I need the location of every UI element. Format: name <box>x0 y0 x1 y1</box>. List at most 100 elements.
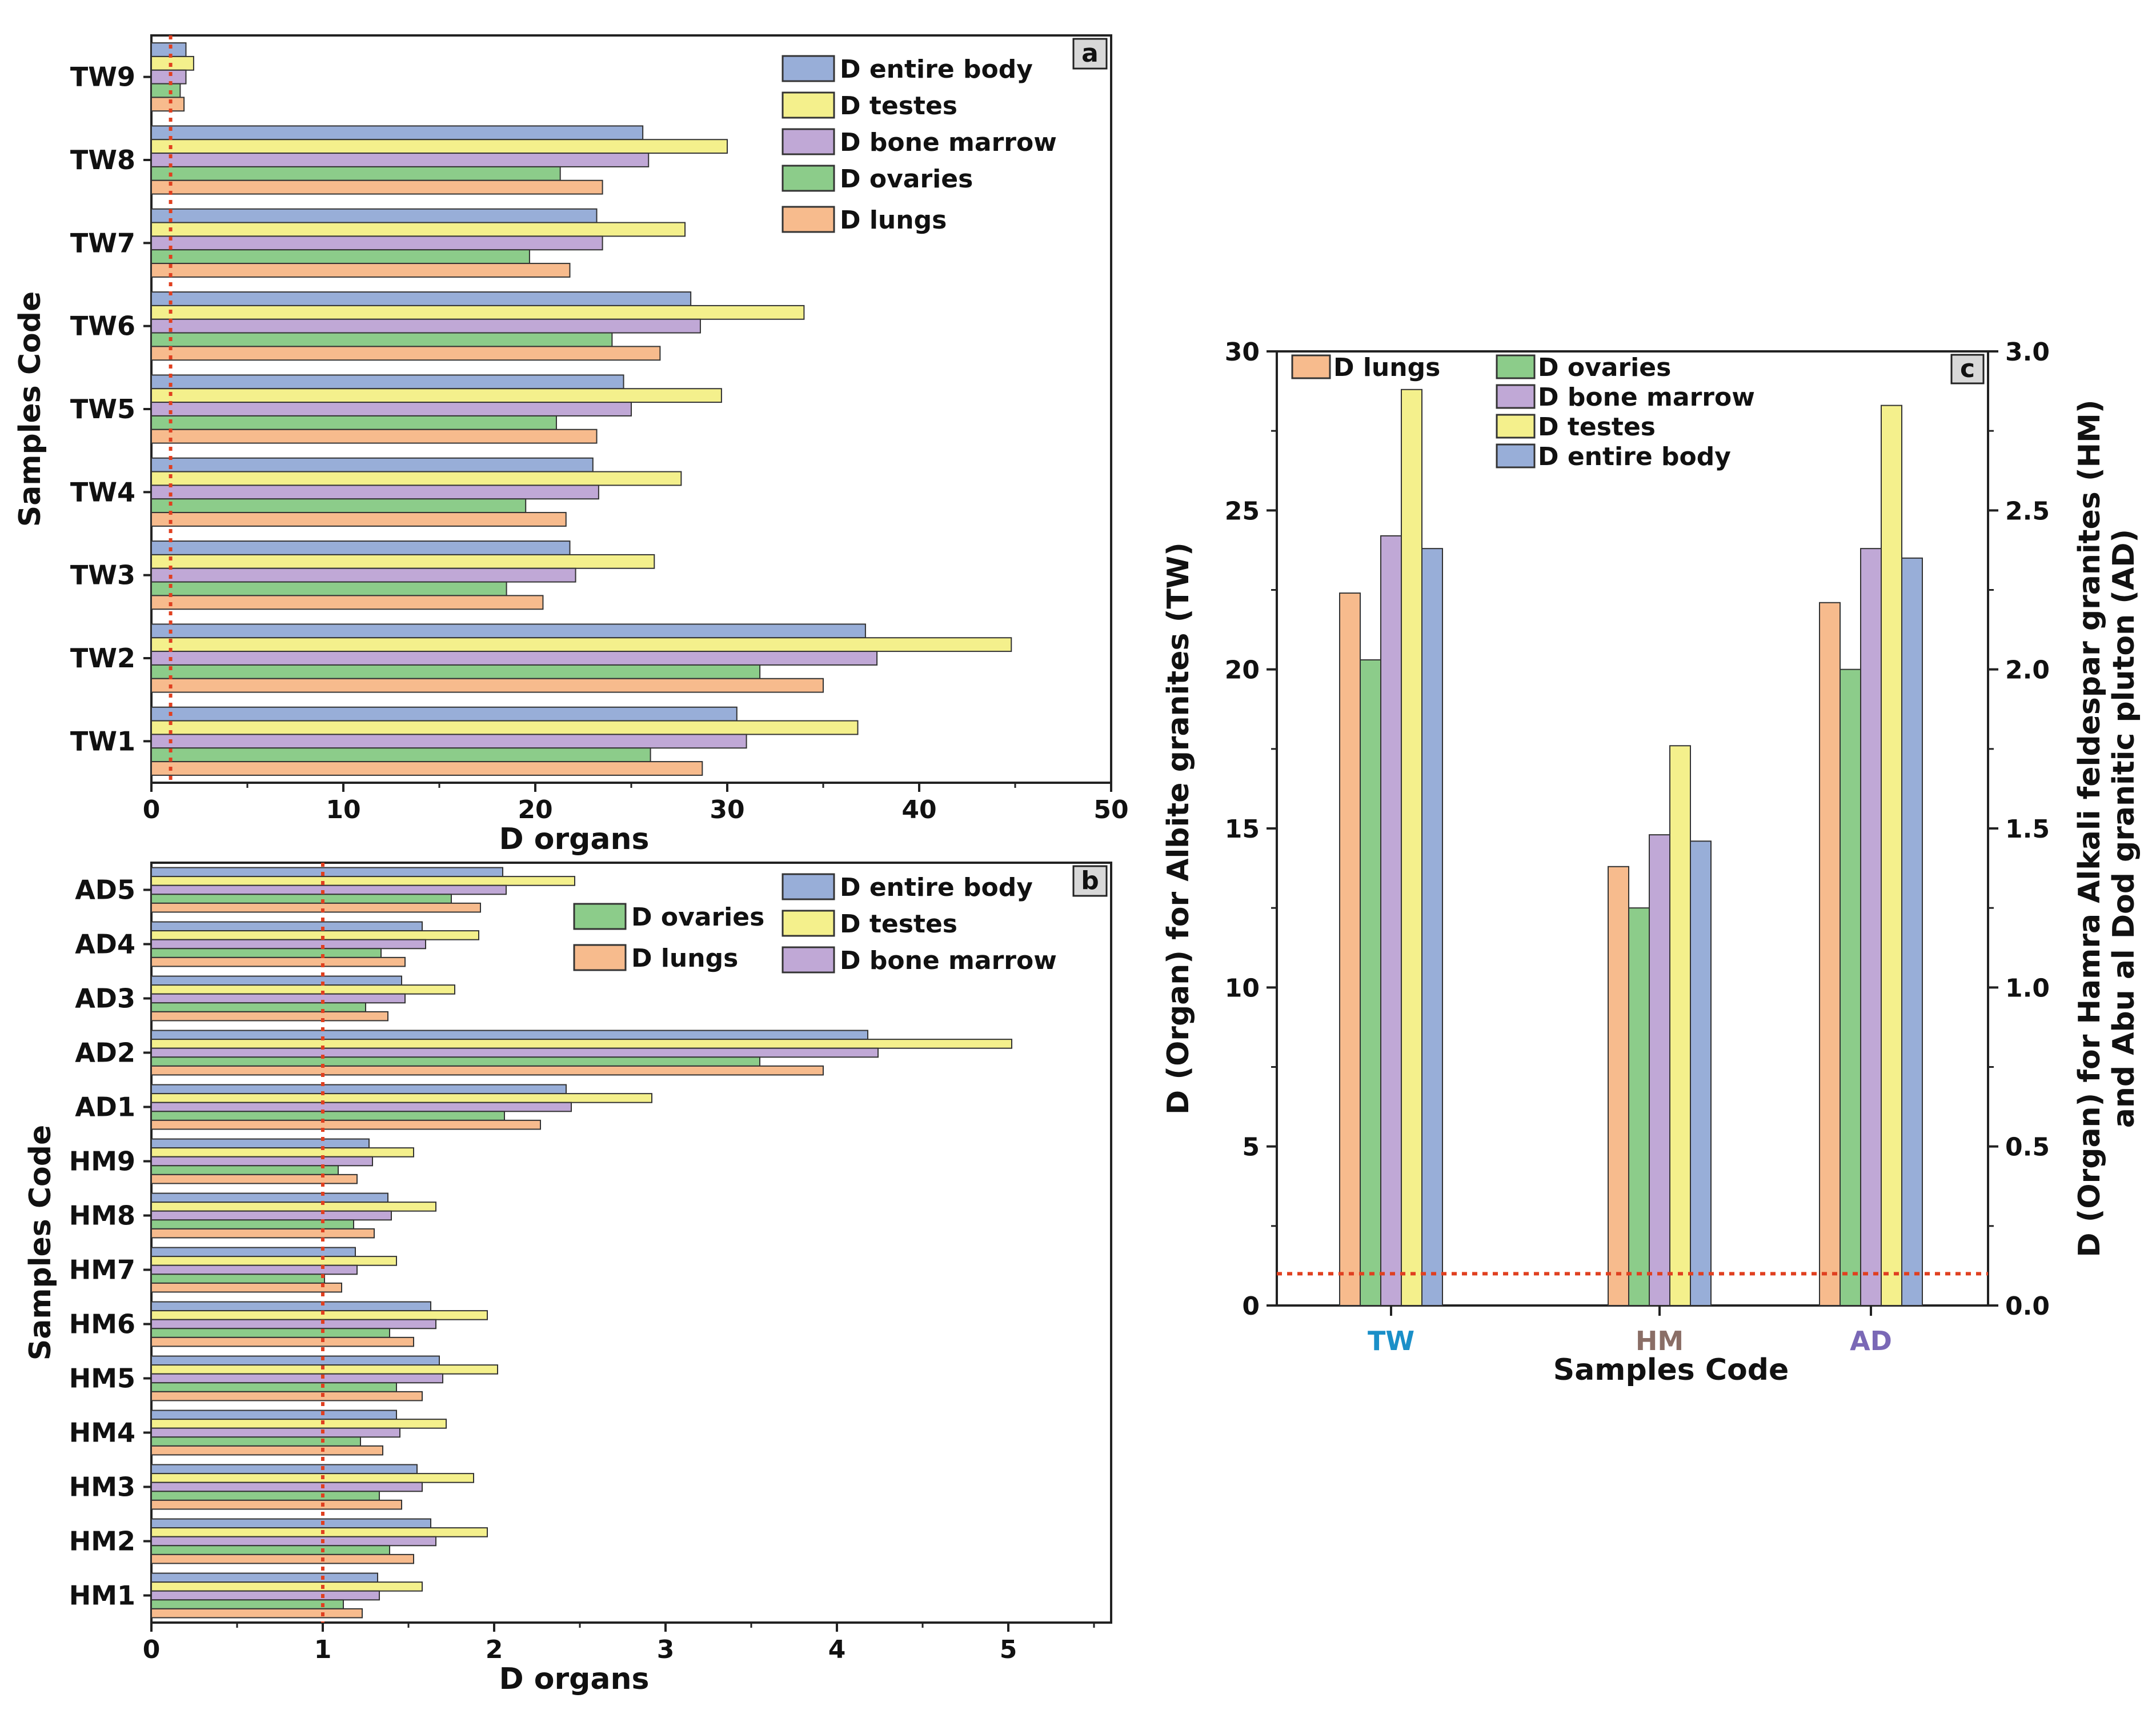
legend-swatch-a-d-ovaries <box>782 165 835 192</box>
bar-b-hm6-d-entire-body <box>151 1301 431 1312</box>
y-right-tick-label-2-5: 2.5 <box>2005 496 2050 526</box>
category-label-tw3: TW3 <box>70 560 135 591</box>
legend-label-a-d-entire-body: D entire body <box>840 55 1033 84</box>
bar-a-tw9-d-lungs <box>151 97 185 112</box>
y-left-tick-label-0: 0 <box>1242 1292 1260 1321</box>
y-right-axis-title-line1-c: D (Organ) for Hamra Alkali feldespar gra… <box>2073 399 2107 1257</box>
bar-b-ad5-d-entire-body <box>151 867 503 878</box>
bar-b-hm5-d-bone-marrow <box>151 1373 443 1384</box>
bar-a-tw9-d-bone-marrow <box>151 69 187 85</box>
bar-b-hm5-d-lungs <box>151 1391 423 1401</box>
x-tick-label-b-5: 5 <box>1000 1635 1017 1664</box>
bar-a-tw7-d-ovaries <box>151 249 530 265</box>
bar-a-tw5-d-testes <box>151 388 722 403</box>
legend-swatch-b-d-entire-body <box>782 873 835 900</box>
bar-b-hm1-d-testes <box>151 1581 423 1592</box>
bar-b-ad1-d-testes <box>151 1093 652 1103</box>
bar-a-tw8-d-entire-body <box>151 125 644 141</box>
category-label-ad2: AD2 <box>75 1038 135 1068</box>
category-label-tw1: TW1 <box>70 726 135 756</box>
bar-b-ad1-d-bone-marrow <box>151 1102 572 1112</box>
bar-b-ad3-d-lungs <box>151 1011 388 1022</box>
bar-b-ad3-d-entire-body <box>151 975 402 986</box>
category-label-ad5: AD5 <box>75 875 135 906</box>
category-label-hm4: HM4 <box>69 1417 135 1448</box>
bar-a-tw2-d-ovaries <box>151 664 761 679</box>
legend-label-a-d-ovaries: D ovaries <box>840 165 973 194</box>
panel-a-chart: TW1 TW2 TW3 TW4 TW5 TW6 TW7 TW8 TW9 0 10 20 30 40 50 D … <box>13 34 1129 856</box>
bar-c-hm-d-ovaries <box>1628 907 1650 1306</box>
panel-letter-box-b <box>1072 865 1108 897</box>
bar-c-hm-d-testes <box>1669 745 1691 1307</box>
panel-letter-c: c <box>1960 354 1975 383</box>
bar-a-tw3-d-testes <box>151 554 655 569</box>
x-tick-label-b-4: 4 <box>828 1635 846 1664</box>
bar-a-tw3-d-entire-body <box>151 540 571 555</box>
bar-b-hm6-d-testes <box>151 1310 488 1320</box>
bar-b-ad2-d-entire-body <box>151 1030 868 1040</box>
bar-b-hm2-d-entire-body <box>151 1518 431 1529</box>
legend-swatch-c-d-ovaries <box>1496 354 1536 379</box>
x-tick-label-a-40: 40 <box>901 795 936 824</box>
bar-b-ad4-d-lungs <box>151 956 406 967</box>
legend-label-a-d-testes: D testes <box>840 91 957 121</box>
category-label-ad4: AD4 <box>75 929 135 960</box>
bar-b-ad3-d-testes <box>151 984 455 995</box>
bar-b-hm8-d-testes <box>151 1202 436 1212</box>
bar-b-ad2-d-ovaries <box>151 1056 760 1067</box>
bar-c-tw-d-bone-marrow <box>1380 535 1402 1306</box>
bar-b-hm8-d-entire-body <box>151 1192 388 1203</box>
bar-b-hm9-d-testes <box>151 1147 414 1158</box>
x-tick-label-a-0: 0 <box>143 795 161 824</box>
bar-b-hm8-d-lungs <box>151 1228 375 1239</box>
bar-b-hm3-d-lungs <box>151 1499 402 1510</box>
x-axis-title-c: Samples Code <box>1553 1353 1789 1387</box>
legend-label-c-d-bone-marrow: D bone marrow <box>1538 383 1755 412</box>
bar-a-tw2-d-bone-marrow <box>151 651 878 666</box>
legend-swatch-c-d-testes <box>1496 414 1536 439</box>
bar-b-hm4-d-lungs <box>151 1445 383 1456</box>
bar-b-hm7-d-testes <box>151 1256 397 1266</box>
bar-c-ad-d-lungs <box>1819 602 1841 1306</box>
bar-c-tw-d-ovaries <box>1360 659 1381 1306</box>
bar-c-tw-d-testes <box>1401 389 1422 1306</box>
bar-a-tw7-d-bone-marrow <box>151 235 603 251</box>
x-tick-label-a-50: 50 <box>1093 795 1128 824</box>
legend-label-c-d-lungs: D lungs <box>1333 353 1440 382</box>
legend-swatch-c-d-lungs <box>1291 354 1331 379</box>
bar-b-hm7-d-lungs <box>151 1282 342 1293</box>
y-left-tick-label-5: 5 <box>1242 1133 1260 1162</box>
bar-b-hm2-d-bone-marrow <box>151 1536 436 1547</box>
legend-label-b-d-bone-marrow: D bone marrow <box>840 946 1057 975</box>
y-axis-title-b: Samples Code <box>23 1125 58 1360</box>
legend-swatch-a-d-bone-marrow <box>782 128 835 155</box>
panel-c-chart: TW HM AD 0 5 10 15 20 25 30 0.0 0.5 1.0 1.5 2.0 2.5 3.0 S… <box>1161 338 2141 1387</box>
bar-b-ad5-d-lungs <box>151 902 481 913</box>
bar-a-tw8-d-ovaries <box>151 166 561 181</box>
legend-label-c-d-testes: D testes <box>1538 413 1656 442</box>
x-tick-label-b-3: 3 <box>657 1635 675 1664</box>
bar-b-hm5-d-ovaries <box>151 1382 397 1392</box>
category-label-tw7: TW7 <box>70 227 135 258</box>
bar-b-hm1-d-bone-marrow <box>151 1590 380 1601</box>
y-right-axis-title-line2-c: and Abu al Dod granitic pluton (AD) <box>2107 529 2141 1128</box>
bar-a-tw6-d-entire-body <box>151 291 692 306</box>
category-label-hm8: HM8 <box>69 1200 135 1231</box>
bar-a-tw8-d-lungs <box>151 179 603 195</box>
panel-letter-box-a <box>1072 38 1108 70</box>
x-axis-title-b: D organs <box>499 1662 650 1696</box>
bar-a-tw9-d-ovaries <box>151 83 181 98</box>
category-label-ad: AD <box>1850 1325 1892 1356</box>
bar-a-tw5-d-entire-body <box>151 374 624 390</box>
bar-a-tw9-d-testes <box>151 55 194 71</box>
legend-label-c-d-ovaries: D ovaries <box>1538 353 1671 382</box>
legend-swatch-a-d-lungs <box>782 206 835 233</box>
bar-b-ad4-d-testes <box>151 930 479 940</box>
category-label-tw6: TW6 <box>70 311 135 342</box>
bar-b-ad5-d-bone-marrow <box>151 884 507 895</box>
y-left-tick-label-10: 10 <box>1225 974 1260 1003</box>
legend-swatch-b-d-ovaries <box>573 903 627 930</box>
bar-b-hm8-d-bone-marrow <box>151 1210 392 1221</box>
bar-b-hm1-d-ovaries <box>151 1599 344 1609</box>
